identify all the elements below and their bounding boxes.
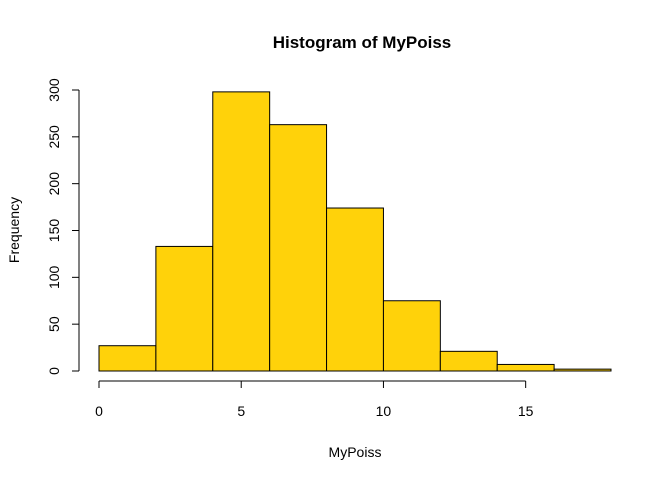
y-tick-label: 200 xyxy=(46,172,62,196)
bar-5 xyxy=(382,300,441,372)
x-tick-label: 0 xyxy=(95,403,103,419)
bar-7 xyxy=(496,363,555,372)
bar-1 xyxy=(155,245,214,372)
x-axis: 0 5 10 15 xyxy=(95,380,534,419)
bar-2 xyxy=(212,91,271,372)
bar-3 xyxy=(269,124,328,372)
x-axis-label: MyPoiss xyxy=(329,444,382,460)
chart-title: Histogram of MyPoiss xyxy=(273,33,452,52)
bars-group xyxy=(98,91,612,372)
y-tick-label: 100 xyxy=(46,265,62,289)
y-tick-label: 150 xyxy=(46,219,62,243)
bar-4 xyxy=(326,207,384,372)
x-tick-label: 10 xyxy=(376,403,392,419)
y-tick-label: 50 xyxy=(46,316,62,332)
y-axis-label: Frequency xyxy=(6,197,22,263)
bar-0 xyxy=(98,345,157,372)
x-tick-label: 5 xyxy=(237,403,245,419)
y-tick-label: 250 xyxy=(46,125,62,149)
x-tick-label: 15 xyxy=(518,403,534,419)
y-axis: 0 50 100 150 200 250 300 xyxy=(46,78,80,375)
bar-8 xyxy=(553,368,612,372)
y-tick-label: 0 xyxy=(46,367,62,375)
bar-6 xyxy=(439,350,498,372)
y-tick-label: 300 xyxy=(46,78,62,102)
